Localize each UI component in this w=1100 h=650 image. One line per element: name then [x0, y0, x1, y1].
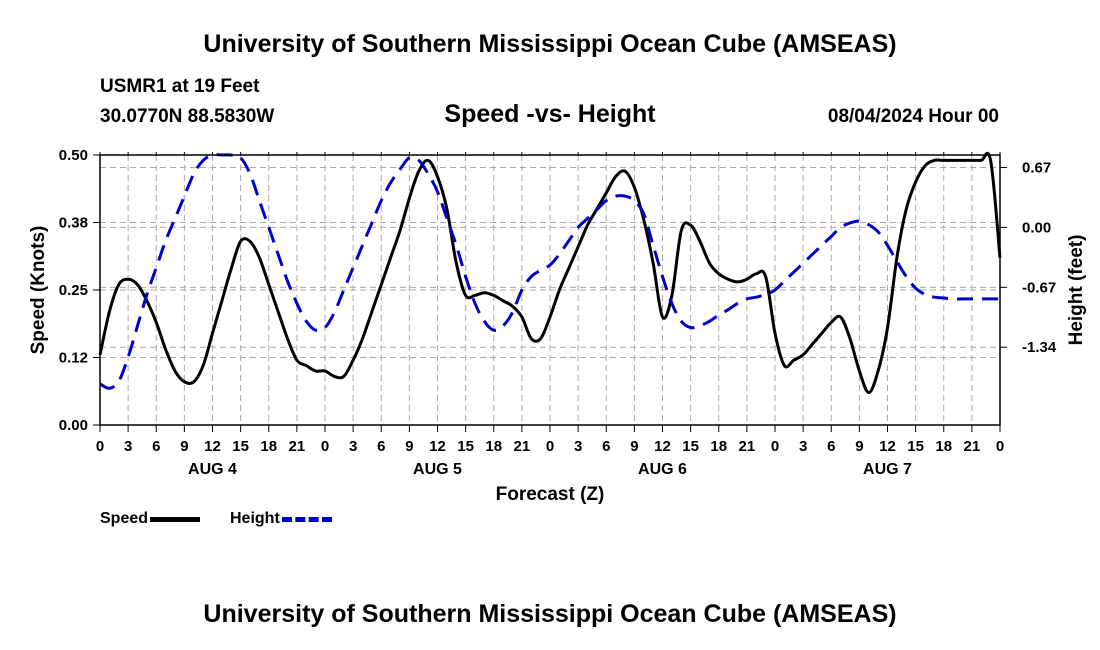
x-tick-label: 0 [996, 438, 1004, 455]
height-series-line [99, 153, 1000, 390]
x-tick-label: 21 [289, 438, 306, 455]
coords-label: 30.0770N 88.5830W [100, 106, 275, 127]
x-tick-label: 12 [654, 438, 671, 455]
legend-speed-label: Speed [100, 510, 149, 527]
x-tick-label: 6 [152, 438, 160, 455]
y2-axis-label: Height (feet) [1066, 235, 1087, 346]
legend-speed-swatch [150, 516, 201, 522]
legend-height: Height [230, 510, 332, 528]
x-tick-label: 0 [546, 438, 554, 455]
y2-tick-label: 0.00 [1022, 219, 1051, 236]
day-label: AUG 6 [638, 461, 687, 478]
legend-speed: Speed [100, 510, 201, 528]
x-tick-label: 12 [429, 438, 446, 455]
station-label: USMR1 at 19 Feet [100, 76, 260, 97]
series-layer [98, 151, 1002, 395]
x-tick-label: 9 [405, 438, 413, 455]
y-tick-label: 0.25 [59, 282, 88, 299]
x-tick-label: 21 [964, 438, 981, 455]
x-tick-label: 18 [260, 438, 277, 455]
x-tick-label: 3 [124, 438, 132, 455]
x-tick-label: 9 [180, 438, 188, 455]
x-tick-label: 0 [771, 438, 779, 455]
x-tick-label: 0 [96, 438, 104, 455]
date-label: 08/04/2024 Hour 00 [827, 106, 999, 127]
x-tick-label: 18 [710, 438, 727, 455]
speed-series-line [98, 151, 1002, 395]
legend-height-swatch [281, 516, 332, 522]
x-tick-label: 6 [602, 438, 610, 455]
day-label: AUG 5 [413, 461, 462, 478]
x-tick-label: 15 [232, 438, 249, 455]
axis-layer: 0 3 6 9 12 15 18 21 0 3 6 9 12 15 18 21 0 3 6 9 12 15 18 21 0 3 6 9… [59, 147, 1057, 478]
x-tick-label: 18 [935, 438, 952, 455]
x-tick-label: 3 [349, 438, 357, 455]
x-tick-label: 18 [485, 438, 502, 455]
footer-title: University of Southern Mississippi Ocean… [203, 600, 897, 628]
x-tick-label: 15 [457, 438, 474, 455]
y2-tick-label: -1.34 [1022, 339, 1057, 356]
x-tick-label: 12 [204, 438, 221, 455]
x-tick-label: 6 [827, 438, 835, 455]
x-tick-label: 21 [739, 438, 756, 455]
x-tick-label: 15 [682, 438, 699, 455]
x-tick-label: 0 [321, 438, 329, 455]
y-tick-label: 0.12 [59, 350, 88, 367]
x-tick-label: 9 [630, 438, 638, 455]
x-axis-label: Forecast (Z) [496, 484, 605, 505]
y-tick-label: 0.00 [59, 417, 88, 434]
legend-height-label: Height [230, 510, 280, 527]
day-label: AUG 7 [863, 461, 912, 478]
y2-tick-label: -0.67 [1022, 279, 1056, 296]
y-tick-label: 0.50 [59, 147, 88, 164]
x-tick-label: 9 [855, 438, 863, 455]
chart-title: Speed -vs- Height [444, 100, 656, 128]
y-tick-label: 0.38 [59, 215, 88, 232]
y-axis-label: Speed (Knots) [28, 226, 49, 355]
x-tick-label: 12 [879, 438, 896, 455]
x-tick-label: 6 [377, 438, 385, 455]
x-tick-label: 3 [574, 438, 582, 455]
main-title: University of Southern Mississippi Ocean… [203, 30, 897, 58]
x-tick-label: 3 [799, 438, 807, 455]
day-label: AUG 4 [188, 461, 237, 478]
x-tick-label: 15 [907, 438, 924, 455]
y2-tick-label: 0.67 [1022, 160, 1051, 177]
x-tick-label: 21 [514, 438, 531, 455]
